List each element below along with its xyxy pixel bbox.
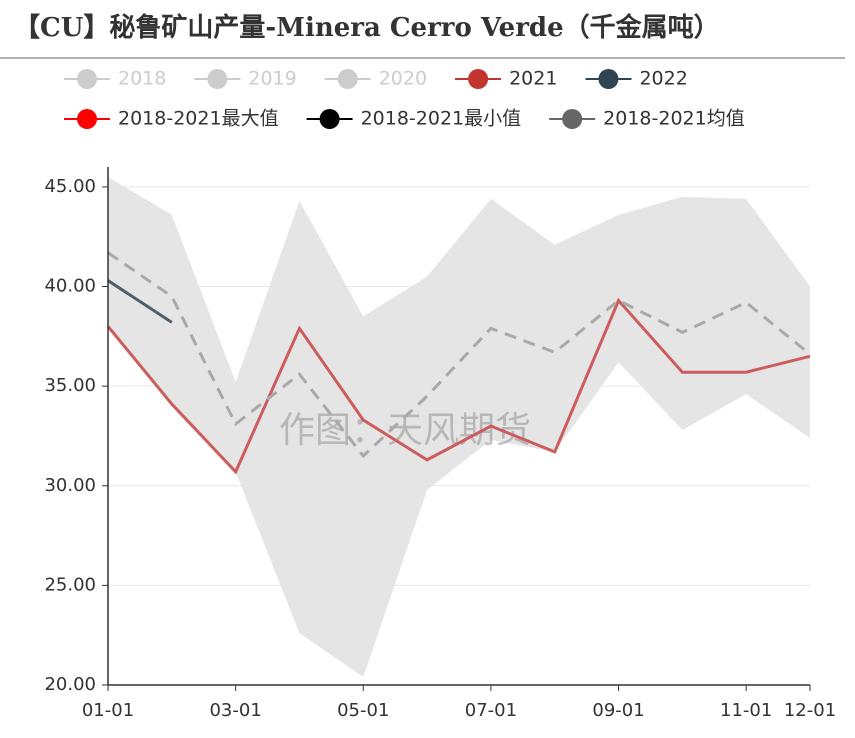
legend-label: 2020 xyxy=(379,68,427,90)
legend-marker xyxy=(77,109,97,129)
legend-marker xyxy=(207,69,228,89)
x-tick-label: 03-01 xyxy=(209,700,261,721)
x-tick-label: 01-01 xyxy=(82,700,134,721)
legend-label: 2018-2021最小值 xyxy=(361,108,522,130)
legend-item: 2022 xyxy=(585,68,688,90)
y-tick-label: 35.00 xyxy=(44,375,96,396)
x-tick-label: 07-01 xyxy=(465,700,517,721)
legend-item: 2018-2021最小值 xyxy=(306,108,522,130)
legend-item: 2018-2021均值 xyxy=(549,108,745,130)
legend-label: 2019 xyxy=(248,68,296,90)
y-tick-label: 45.00 xyxy=(44,176,96,197)
series-line xyxy=(106,297,811,475)
legend-label: 2022 xyxy=(639,68,687,90)
legend-label: 2018-2021最大值 xyxy=(118,108,279,130)
y-tick-label: 20.00 xyxy=(44,674,96,695)
legend-marker xyxy=(319,109,340,129)
legend-item: 2018-2021最大值 xyxy=(64,108,279,130)
x-tick-label: 12-01 xyxy=(784,700,836,721)
legend-marker xyxy=(337,69,358,89)
y-tick-label: 25.00 xyxy=(44,574,96,595)
y-tick-label: 40.00 xyxy=(44,276,96,297)
range-band xyxy=(108,176,810,678)
legend-marker xyxy=(562,109,583,129)
legend-item: 2018 xyxy=(64,68,166,90)
legend-label: 2018-2021均值 xyxy=(603,108,745,130)
x-tick-label: 05-01 xyxy=(337,700,389,721)
chart-title: 【CU】秘鲁矿山产量-Minera Cerro Verde（千金属吨） xyxy=(14,12,720,43)
legend-marker xyxy=(598,69,619,89)
legend-item: 2019 xyxy=(194,68,297,90)
legend-label: 2018 xyxy=(118,68,166,90)
series-line xyxy=(107,279,173,324)
y-tick-label: 30.00 xyxy=(44,475,96,496)
legend-marker xyxy=(77,69,97,89)
legend-marker xyxy=(468,69,489,89)
x-tick-label: 11-01 xyxy=(720,700,772,721)
legend-label: 2021 xyxy=(509,68,557,90)
x-tick-label: 09-01 xyxy=(592,700,644,721)
legend-item: 2020 xyxy=(324,68,427,90)
legend-item: 2021 xyxy=(455,68,557,90)
